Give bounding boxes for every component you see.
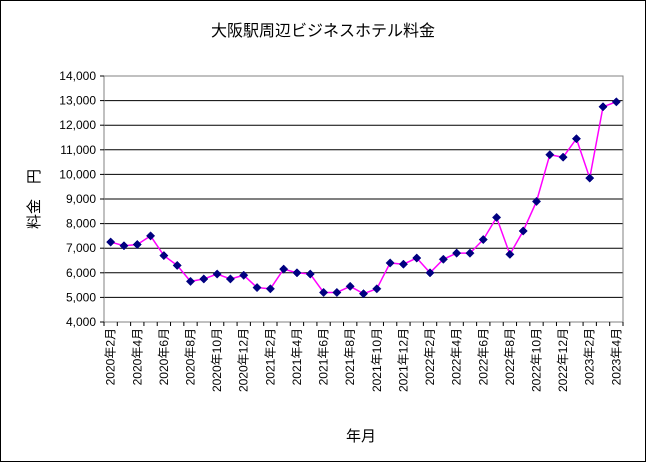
data-point [225, 274, 235, 284]
y-tick-label: 4,000 [66, 315, 96, 329]
data-point [199, 274, 209, 284]
data-point [319, 287, 329, 298]
x-tick-label: 2020年12月 [237, 328, 251, 392]
data-point [492, 212, 502, 223]
y-tick-label: 7,000 [66, 241, 96, 255]
x-tick-label: 2022年12月 [556, 328, 570, 392]
x-tick-label: 2020年6月 [157, 328, 171, 385]
y-tick-label: 6,000 [66, 266, 96, 280]
data-point [172, 260, 182, 270]
data-point [239, 270, 249, 280]
data-point [292, 268, 302, 278]
x-tick-label: 2020年8月 [184, 328, 198, 385]
data-markers [106, 97, 621, 299]
data-point [185, 276, 196, 286]
x-tick-label: 2021年12月 [396, 328, 410, 392]
x-tick-label: 2022年10月 [530, 328, 544, 392]
data-point [412, 253, 422, 263]
y-axis-label: 料金 円 [25, 169, 43, 229]
data-point [518, 226, 528, 236]
y-tick-label: 11,000 [60, 143, 96, 157]
x-tick-label: 2020年4月 [130, 328, 144, 385]
x-tick-label: 2021年10月 [370, 328, 384, 392]
data-point [279, 264, 289, 274]
data-point [558, 152, 568, 162]
data-point [452, 248, 462, 258]
data-point [305, 269, 315, 279]
x-tick-label: 2022年2月 [423, 328, 437, 385]
y-tick-label: 8,000 [66, 217, 96, 231]
x-tick-label: 2023年2月 [583, 328, 597, 385]
chart-title: 大阪駅周辺ビジネスホテル料金 [211, 21, 435, 40]
data-point [385, 258, 395, 268]
data-point [478, 235, 488, 245]
data-point [265, 284, 275, 294]
data-point [332, 287, 342, 298]
data-point [132, 239, 142, 250]
gridlines [104, 75, 623, 323]
x-tick-label: 2021年2月 [263, 328, 277, 385]
y-axis-ticks: 4,000 5,000 6,000 7,000 8,000 9,000 10,000 11,0… [59, 69, 104, 329]
data-point [571, 134, 581, 144]
data-point [345, 281, 355, 291]
data-point [531, 196, 542, 207]
x-axis-ticks: 2020年2月 2020年4月 2020年6月 2020年8月 2020年10月 2020… [103, 322, 624, 392]
data-point [505, 249, 515, 259]
y-tick-label: 13,000 [59, 94, 96, 108]
data-point [545, 150, 555, 160]
data-point [119, 241, 129, 251]
data-point [159, 251, 169, 261]
x-tick-label: 2020年10月 [210, 328, 224, 392]
x-axis-label: 年月 [346, 427, 376, 445]
data-point [425, 268, 435, 278]
data-point [611, 97, 621, 107]
x-tick-label: 2022年4月 [450, 328, 464, 385]
data-point [585, 173, 595, 183]
data-point [358, 289, 369, 299]
y-tick-label: 14,000 [59, 69, 96, 83]
y-tick-label: 9,000 [66, 192, 96, 206]
data-point [598, 102, 608, 112]
y-tick-label: 10,000 [59, 167, 96, 181]
data-point [106, 237, 116, 247]
y-tick-label: 5,000 [66, 290, 96, 304]
x-tick-label: 2022年6月 [476, 328, 490, 385]
x-tick-label: 2020年2月 [104, 328, 118, 385]
x-tick-label: 2022年8月 [503, 328, 517, 385]
data-point [212, 269, 222, 279]
x-tick-label: 2021年8月 [343, 328, 357, 385]
data-point [398, 259, 408, 269]
x-tick-label: 2021年4月 [290, 328, 304, 385]
x-tick-label: 2023年4月 [609, 328, 623, 385]
data-point [252, 283, 262, 293]
data-point [438, 254, 448, 264]
y-tick-label: 12,000 [59, 118, 96, 132]
data-point [465, 248, 475, 258]
series-line [110, 101, 617, 295]
data-point [372, 284, 382, 294]
x-tick-label: 2021年6月 [317, 328, 331, 385]
data-point [146, 231, 156, 241]
